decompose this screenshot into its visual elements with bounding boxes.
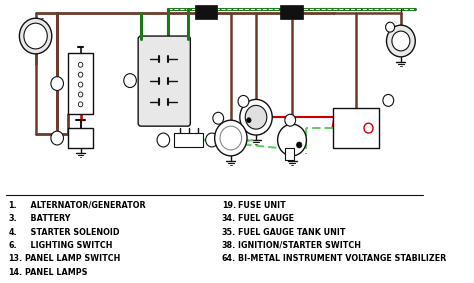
Circle shape <box>19 18 52 54</box>
Text: 6: 6 <box>128 78 132 83</box>
FancyBboxPatch shape <box>138 36 191 126</box>
Text: STARTER SOLENOID: STARTER SOLENOID <box>25 228 119 237</box>
Text: 13: 13 <box>160 138 166 143</box>
Text: 1.: 1. <box>9 201 17 210</box>
Circle shape <box>238 95 249 107</box>
Circle shape <box>213 112 224 124</box>
Bar <box>285 148 294 160</box>
Circle shape <box>297 142 302 148</box>
Text: 19.: 19. <box>222 201 236 210</box>
Circle shape <box>240 99 272 135</box>
Circle shape <box>78 102 83 107</box>
Text: FUSE UNIT: FUSE UNIT <box>238 201 286 210</box>
Text: A: A <box>399 38 403 44</box>
Text: +: + <box>78 56 83 62</box>
Bar <box>68 128 93 148</box>
Circle shape <box>245 105 267 129</box>
Text: 3: 3 <box>55 81 59 86</box>
Circle shape <box>246 118 251 123</box>
Text: 14.: 14. <box>9 268 23 277</box>
Text: 34: 34 <box>216 116 221 120</box>
Text: BI-METAL INSTRUMENT VOLTANGE STABILIZER: BI-METAL INSTRUMENT VOLTANGE STABILIZER <box>238 254 447 263</box>
Circle shape <box>364 123 373 133</box>
Text: 3.: 3. <box>9 214 17 223</box>
Circle shape <box>285 114 296 126</box>
Circle shape <box>157 133 170 147</box>
Circle shape <box>124 74 137 87</box>
Text: PANEL LAMP SWITCH: PANEL LAMP SWITCH <box>25 254 120 263</box>
Circle shape <box>206 133 218 147</box>
Text: -: - <box>79 105 82 111</box>
Text: 35: 35 <box>288 118 293 122</box>
Text: PANEL LAMPS: PANEL LAMPS <box>25 268 87 277</box>
Text: ALTERNATOR/GENERATOR: ALTERNATOR/GENERATOR <box>25 201 146 210</box>
Circle shape <box>78 72 83 77</box>
Circle shape <box>51 77 64 91</box>
Text: IGNITION/STARTER SWITCH: IGNITION/STARTER SWITCH <box>238 241 361 250</box>
Text: -: - <box>40 14 44 23</box>
Text: 64: 64 <box>386 98 391 102</box>
Circle shape <box>220 126 242 150</box>
Circle shape <box>386 25 415 57</box>
Circle shape <box>78 62 83 67</box>
Text: 1: 1 <box>389 25 392 30</box>
Bar <box>174 133 203 147</box>
Text: 4.: 4. <box>9 228 17 237</box>
Circle shape <box>383 95 394 106</box>
Text: BATTERY: BATTERY <box>25 214 70 223</box>
Circle shape <box>385 22 394 32</box>
Text: FUEL GAUGE: FUEL GAUGE <box>238 214 294 223</box>
Text: FUEL GAUGE TANK UNIT: FUEL GAUGE TANK UNIT <box>238 228 346 237</box>
Text: 4: 4 <box>55 136 59 141</box>
Circle shape <box>78 92 83 97</box>
Bar <box>332 108 379 148</box>
Circle shape <box>24 23 47 49</box>
Text: 34.: 34. <box>222 214 236 223</box>
Text: 38: 38 <box>241 99 246 103</box>
Text: 38.: 38. <box>222 241 236 250</box>
Text: +: + <box>20 38 26 44</box>
Text: 35.: 35. <box>222 228 236 237</box>
Circle shape <box>215 120 247 156</box>
Bar <box>195 5 218 19</box>
Text: 64.: 64. <box>222 254 236 263</box>
Circle shape <box>392 31 410 51</box>
Text: 6.: 6. <box>9 241 17 250</box>
Circle shape <box>78 82 83 87</box>
Circle shape <box>51 131 64 145</box>
Bar <box>68 53 93 114</box>
Text: LIGHTING SWITCH: LIGHTING SWITCH <box>25 241 112 250</box>
Circle shape <box>278 124 306 156</box>
Text: 14: 14 <box>209 138 215 143</box>
Text: 13.: 13. <box>9 254 23 263</box>
Bar <box>280 5 303 19</box>
